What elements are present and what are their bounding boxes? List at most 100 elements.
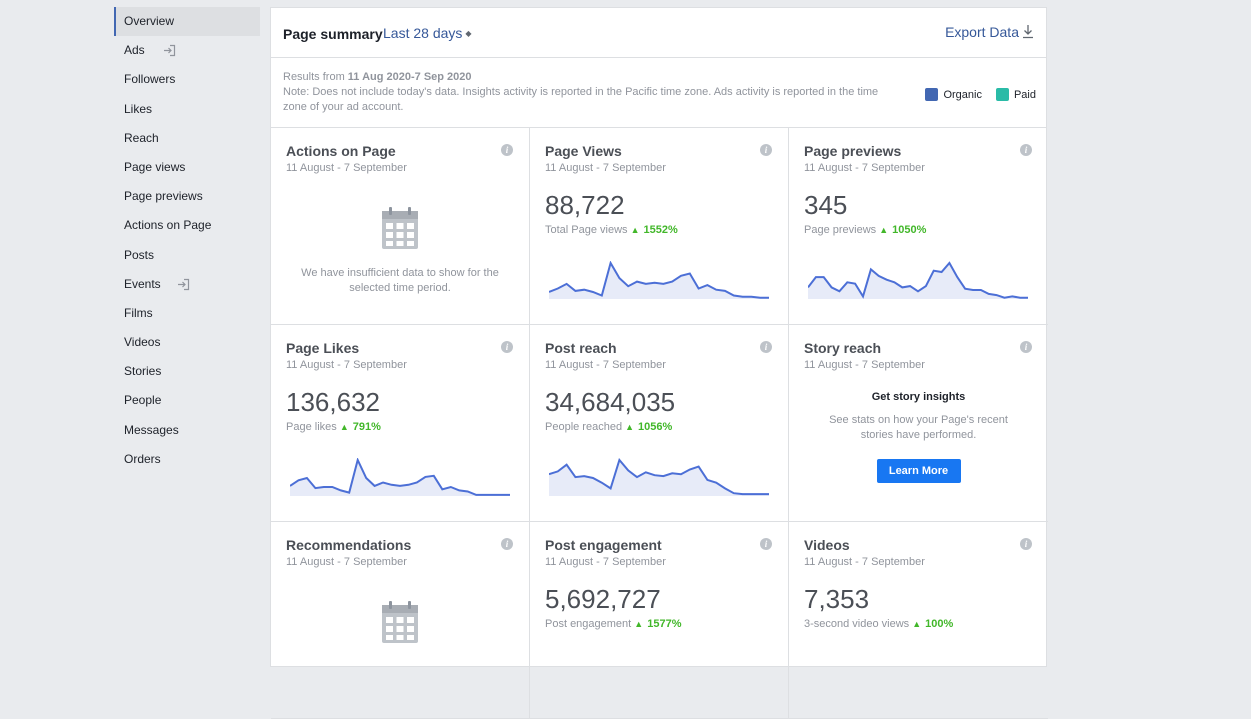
sidebar-item-label: Reach (124, 130, 159, 145)
card-page-previews: Page previews 11 August - 7 September i … (789, 128, 1048, 325)
card-title: Post reach (545, 340, 617, 356)
info-icon[interactable]: i (760, 341, 772, 353)
learn-more-button[interactable]: Learn More (876, 459, 961, 483)
sidebar-item-label: Page views (124, 159, 186, 174)
card-date: 11 August - 7 September (286, 359, 407, 371)
sparkline-line (549, 458, 769, 496)
card-date: 11 August - 7 September (545, 359, 666, 371)
sidebar-item-label: Videos (124, 335, 161, 350)
info-icon[interactable]: i (501, 341, 513, 353)
story-insights-text: See stats on how your Page's recent stor… (829, 414, 1008, 441)
sidebar-item-people[interactable]: People (114, 386, 260, 415)
metric-subtitle: Page likes ▲ 791% (286, 421, 514, 433)
card-recommendations: Recommendations 11 August - 7 September … (271, 522, 530, 719)
metric-label: Post engagement (545, 618, 632, 630)
sidebar-item-label: Followers (124, 72, 176, 87)
up-arrow-icon: ▲ (879, 225, 889, 235)
date-range-label: Last 28 days (383, 25, 463, 41)
metric-subtitle: Page previews ▲ 1050% (804, 224, 1033, 236)
summary-header: Page summary Last 28 days ◆ Export Data (271, 8, 1046, 58)
sidebar-item-videos[interactable]: Videos (114, 328, 260, 357)
sidebar-item-events[interactable]: Events (114, 270, 260, 299)
info-icon[interactable]: i (1020, 538, 1032, 550)
info-icon[interactable]: i (1020, 144, 1032, 156)
sidebar-item-label: Posts (124, 247, 155, 262)
card-actions-on-page: Actions on Page 11 August - 7 September … (271, 128, 530, 325)
sidebar-item-overview[interactable]: Overview (114, 7, 260, 37)
sidebar-item-actions-on-page[interactable]: Actions on Page (114, 211, 260, 240)
results-note: Results from 11 Aug 2020-7 Sep 2020 Note… (271, 58, 1046, 128)
metric-label: Page previews (804, 224, 877, 236)
card-title: Videos (804, 537, 850, 553)
sparkline-line (808, 261, 1028, 299)
legend-item-organic: Organic (925, 88, 982, 101)
date-range-selector[interactable]: Last 28 days ◆ (383, 25, 472, 41)
sparkline-area (290, 460, 510, 496)
sparkline (549, 261, 769, 299)
card-title: Page previews (804, 143, 902, 159)
results-dates: 11 Aug 2020-7 Sep 2020 (347, 71, 472, 83)
metric-subtitle: People reached ▲ 1056% (545, 421, 773, 433)
external-link-icon (178, 278, 190, 290)
legend-label: Organic (943, 89, 982, 101)
card-title: Recommendations (286, 537, 412, 553)
sparkline-area (808, 263, 1028, 299)
sparkline-line (290, 458, 510, 496)
sidebar-item-stories[interactable]: Stories (114, 357, 260, 386)
card-date: 11 August - 7 September (804, 162, 925, 174)
timezone-note: Note: Does not include today's data. Ins… (283, 86, 879, 113)
sidebar-item-label: Orders (124, 451, 161, 466)
metric-change: 1552% (643, 224, 678, 236)
info-icon[interactable]: i (760, 538, 772, 550)
card-title: Actions on Page (286, 143, 396, 159)
metric-change: 100% (925, 618, 954, 630)
sidebar-item-messages[interactable]: Messages (114, 416, 260, 445)
info-icon[interactable]: i (501, 538, 513, 550)
info-icon[interactable]: i (501, 144, 513, 156)
metrics-grid: Actions on Page 11 August - 7 September … (271, 128, 1048, 719)
sidebar-item-orders[interactable]: Orders (114, 445, 260, 474)
up-arrow-icon: ▲ (634, 619, 644, 629)
sidebar-item-posts[interactable]: Posts (114, 241, 260, 270)
sidebar-item-page-views[interactable]: Page views (114, 153, 260, 182)
card-date: 11 August - 7 September (804, 556, 925, 568)
metric-label: 3-second video views (804, 618, 910, 630)
card-title: Page Views (545, 143, 622, 159)
metric-change: 1056% (638, 421, 673, 433)
sidebar-item-reach[interactable]: Reach (114, 124, 260, 153)
info-icon[interactable]: i (1020, 341, 1032, 353)
card-date: 11 August - 7 September (545, 556, 666, 568)
sidebar-item-label: Events (124, 276, 161, 291)
legend-swatch (925, 88, 939, 101)
metric-value: 345 (804, 190, 848, 220)
calendar-icon (382, 601, 418, 643)
card-title: Page Likes (286, 340, 360, 356)
metric-label: Page likes (286, 421, 337, 433)
sidebar-item-label: Likes (124, 101, 153, 116)
page-summary-panel: Page summary Last 28 days ◆ Export Data R… (270, 7, 1048, 719)
up-arrow-icon: ▲ (339, 422, 349, 432)
sparkline-area (549, 263, 769, 299)
sidebar-item-label: Films (124, 305, 153, 320)
results-range: Results from 11 Aug 2020-7 Sep 2020 (283, 70, 1034, 85)
legend-item-paid: Paid (995, 88, 1036, 101)
info-icon[interactable]: i (760, 144, 772, 156)
metric-subtitle: Post engagement ▲ 1577% (545, 618, 773, 630)
insufficient-data-message: We have insufficient data to show for th… (301, 267, 499, 294)
sidebar-item-ads[interactable]: Ads (114, 36, 260, 65)
metric-value: 5,692,727 (545, 584, 661, 614)
sidebar-item-page-previews[interactable]: Page previews (114, 182, 260, 211)
sidebar-item-likes[interactable]: Likes (114, 95, 260, 124)
sidebar-item-followers[interactable]: Followers (114, 65, 260, 94)
sparkline (549, 458, 769, 496)
card-date: 11 August - 7 September (286, 162, 407, 174)
card-date: 11 August - 7 September (286, 556, 407, 568)
export-data-button[interactable]: Export Data (945, 24, 1034, 40)
sidebar-item-label: Ads (124, 43, 145, 58)
story-insights-heading: Get story insights (871, 391, 966, 403)
card-page-views: Page Views 11 August - 7 September i 88,… (530, 128, 789, 325)
sidebar-item-films[interactable]: Films (114, 299, 260, 328)
metric-label: Total Page views (545, 224, 628, 236)
sidebar-item-label: Overview (124, 14, 175, 28)
export-label: Export Data (945, 24, 1019, 40)
